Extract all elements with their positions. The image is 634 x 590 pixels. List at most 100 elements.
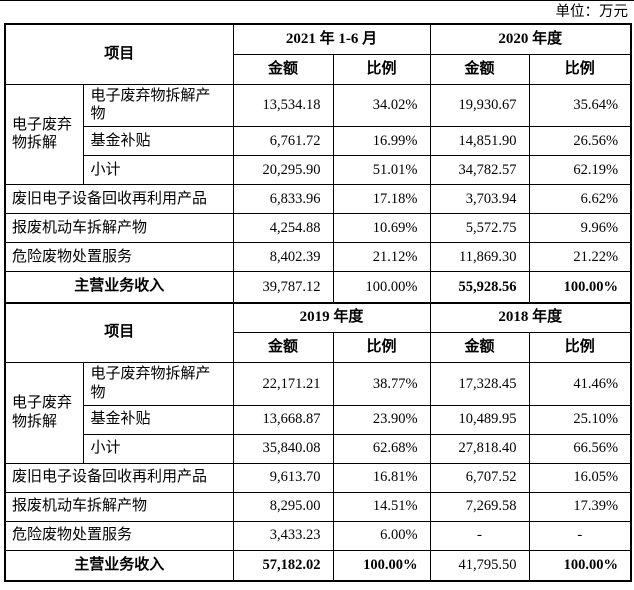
amount-cell: 3,433.23: [232, 520, 334, 551]
amount-cell: 9,613.70: [232, 462, 334, 493]
table-row: 基金补贴 6,761.72 16.99% 14,851.90 26.56%: [5, 126, 632, 156]
ratio-cell: 9.96%: [528, 213, 632, 243]
amount-cell: 8,295.00: [232, 491, 334, 522]
ratio-cell: 100.00%: [332, 549, 431, 582]
revenue-table-1: 项目 2021 年 1-6 月 2020 年度 金额 比例 金额 比例 电子废弃物拆解 电子废弃…: [4, 23, 633, 304]
amount-cell: 3,703.94: [429, 184, 530, 214]
amount-cell: 20,295.90: [232, 155, 334, 185]
amount-column-header: 金额: [429, 53, 530, 85]
ratio-cell: 34.02%: [332, 83, 431, 127]
ratio-cell: 14.51%: [332, 491, 431, 522]
total-label-cell: 主营业务收入: [4, 549, 234, 582]
amount-cell: 7,269.58: [429, 491, 530, 522]
amount-cell: 17,328.45: [429, 362, 530, 406]
amount-cell: 14,851.90: [429, 126, 530, 156]
table-row: 基金补贴 13,668.87 23.90% 10,489.95 25.10%: [5, 404, 632, 435]
ratio-cell: 100.00%: [528, 549, 632, 582]
revenue-table-2: 项目 2019 年度 2018 年度 金额 比例 金额 比例 电子废弃物拆解 电子废弃物拆解产物…: [4, 301, 633, 582]
ratio-cell: 51.01%: [332, 155, 431, 185]
amount-cell: 8,402.39: [232, 242, 334, 272]
item-column-header: 项目: [4, 302, 234, 363]
amount-cell: 6,707.52: [429, 462, 530, 493]
table-row: 小计 20,295.90 51.01% 34,782.57 62.19%: [5, 155, 632, 185]
row-label-cell: 电子废弃物拆解产物: [82, 83, 234, 127]
amount-cell: 6,833.96: [232, 184, 334, 214]
row-label-cell: 小计: [82, 155, 234, 185]
table-row: 报废机动车拆解产物 4,254.88 10.69% 5,572.75 9.96%: [4, 213, 632, 243]
column-header-row: 金额 比例 金额 比例: [5, 332, 632, 363]
ratio-cell: 35.64%: [528, 83, 632, 127]
ratio-cell: 41.46%: [528, 362, 632, 406]
period-header: 2021 年 1-6 月: [232, 23, 431, 55]
row-label-cell: 小计: [82, 433, 234, 464]
group-label-cell: 电子废弃物拆解: [4, 362, 84, 464]
amount-cell: 11,869.30: [429, 242, 530, 272]
amount-cell: 5,572.75: [429, 213, 530, 243]
period-header: 2018 年度: [429, 302, 632, 333]
top-rule-divider: [0, 0, 634, 1]
table-row: 废旧电子设备回收再利用产品 9,613.70 16.81% 6,707.52 16.05…: [4, 462, 632, 493]
row-label-cell: 报废机动车拆解产物: [4, 213, 234, 243]
amount-cell: -: [429, 520, 530, 551]
amount-cell: 13,534.18: [232, 83, 334, 127]
ratio-cell: 62.19%: [528, 155, 632, 185]
ratio-cell: 100.00%: [332, 271, 431, 303]
ratio-cell: 38.77%: [332, 362, 431, 406]
total-label-cell: 主营业务收入: [4, 271, 234, 303]
group-label-cell: 电子废弃物拆解: [4, 83, 84, 185]
row-label-cell: 危险废物处置服务: [4, 242, 234, 272]
period-header: 2020 年度: [429, 23, 632, 55]
ratio-column-header: 比例: [528, 332, 632, 363]
period-header-row: 项目 2019 年度 2018 年度: [4, 302, 632, 363]
amount-column-header: 金额: [232, 53, 334, 85]
ratio-cell: 16.05%: [528, 462, 632, 493]
ratio-cell: 62.68%: [332, 433, 431, 464]
amount-cell: 19,930.67: [429, 83, 530, 127]
row-label-cell: 电子废弃物拆解产物: [82, 362, 234, 406]
amount-cell: 35,840.08: [232, 433, 334, 464]
ratio-cell: 21.12%: [332, 242, 431, 272]
total-row: 主营业务收入 39,787.12 100.00% 55,928.56 100.00%: [4, 271, 632, 303]
amount-column-header: 金额: [232, 332, 334, 363]
ratio-cell: 10.69%: [332, 213, 431, 243]
table-row: 电子废弃物拆解 电子废弃物拆解产物 13,534.18 34.02% 19,930.67…: [4, 83, 632, 185]
table-body: 电子废弃物拆解 电子废弃物拆解产物 13,534.18 34.02% 19,930.67…: [4, 83, 632, 303]
period-header: 2019 年度: [232, 302, 431, 333]
total-row: 主营业务收入 57,182.02 100.00% 41,795.50 100.00%: [4, 549, 632, 582]
amount-cell: 6,761.72: [232, 126, 334, 156]
table-header: 项目 2019 年度 2018 年度 金额 比例 金额 比例: [4, 302, 632, 363]
item-column-header: 项目: [4, 23, 234, 85]
unit-label: 单位：万元: [555, 4, 629, 20]
table-row: 电子废弃物拆解 电子废弃物拆解产物 22,171.21 38.77% 17,328.45…: [4, 362, 632, 464]
ratio-cell: 21.22%: [528, 242, 632, 272]
ratio-cell: 6.00%: [332, 520, 431, 551]
column-header-row: 金额 比例 金额 比例: [5, 53, 632, 85]
ratio-cell: 16.99%: [332, 126, 431, 156]
row-label-cell: 废旧电子设备回收再利用产品: [4, 462, 234, 493]
amount-cell: 27,818.40: [429, 433, 530, 464]
amount-cell: 10,489.95: [429, 404, 530, 435]
table-row: 小计 35,840.08 62.68% 27,818.40 66.56%: [5, 433, 632, 464]
table-row: 危险废物处置服务 8,402.39 21.12% 11,869.30 21.22%: [4, 242, 632, 272]
ratio-cell: 17.18%: [332, 184, 431, 214]
table-row: 废旧电子设备回收再利用产品 6,833.96 17.18% 3,703.94 6.62%: [4, 184, 632, 214]
table-row: 危险废物处置服务 3,433.23 6.00% - -: [4, 520, 632, 551]
ratio-column-header: 比例: [332, 53, 431, 85]
amount-cell: 4,254.88: [232, 213, 334, 243]
ratio-cell: 23.90%: [332, 404, 431, 435]
ratio-column-header: 比例: [332, 332, 431, 363]
amount-cell: 22,171.21: [232, 362, 334, 406]
row-label-cell: 报废机动车拆解产物: [4, 491, 234, 522]
table-row: 报废机动车拆解产物 8,295.00 14.51% 7,269.58 17.39%: [4, 491, 632, 522]
amount-cell: 41,795.50: [429, 549, 530, 582]
ratio-cell: 25.10%: [528, 404, 632, 435]
period-header-row: 项目 2021 年 1-6 月 2020 年度: [4, 23, 632, 85]
amount-cell: 57,182.02: [232, 549, 334, 582]
ratio-cell: 66.56%: [528, 433, 632, 464]
row-label-cell: 基金补贴: [82, 404, 234, 435]
amount-cell: 39,787.12: [232, 271, 334, 303]
row-label-cell: 废旧电子设备回收再利用产品: [4, 184, 234, 214]
ratio-cell: 6.62%: [528, 184, 632, 214]
table-header: 项目 2021 年 1-6 月 2020 年度 金额 比例 金额 比例: [4, 23, 632, 85]
